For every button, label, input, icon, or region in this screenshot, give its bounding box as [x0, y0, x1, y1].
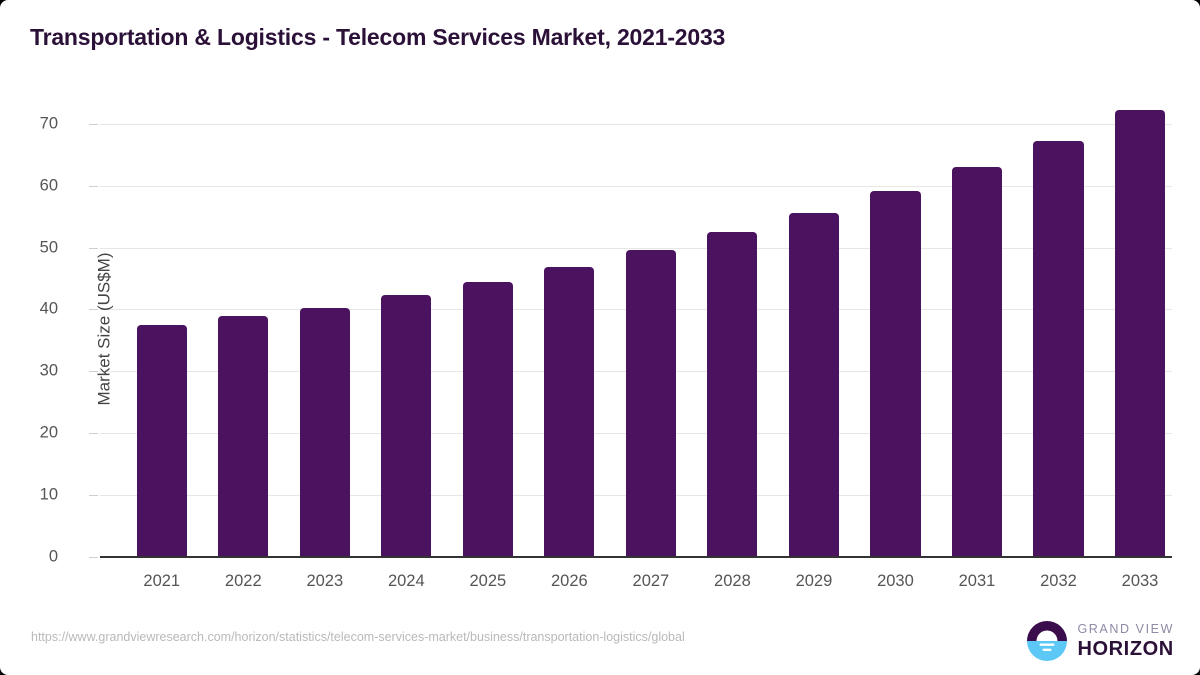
x-axis-tick-label: 2031: [958, 572, 996, 590]
y-axis-tick-mark: [89, 309, 98, 311]
x-axis-tick-label: 2033: [1121, 572, 1159, 590]
y-axis-tick-label: 50: [39, 238, 58, 256]
x-axis-tick-label: 2030: [877, 572, 914, 590]
gridline: [100, 185, 1172, 187]
gridline: [100, 247, 1172, 249]
y-axis-tick-label: 10: [39, 485, 58, 504]
x-axis-tick-label: 2028: [714, 572, 751, 590]
x-axis-tick-label: 2023: [306, 572, 344, 590]
bar[interactable]: [1033, 140, 1084, 556]
bar[interactable]: [462, 282, 513, 556]
plot-area: Market Size (US$M) 0 10 20 30 40 50 60 70 2021 20…: [40, 100, 1172, 590]
y-axis-tick-mark: [89, 247, 98, 249]
y-axis-tick-mark: [89, 123, 98, 125]
page-title: Transportation & Logistics - Telecom Ser…: [30, 24, 726, 50]
x-axis-tick-label: 2027: [632, 572, 670, 590]
y-axis-tick-label: 40: [39, 299, 58, 318]
bar[interactable]: [870, 191, 921, 556]
bar[interactable]: [707, 232, 758, 556]
y-axis-tick-label: 60: [39, 176, 58, 195]
x-axis-line: [100, 556, 1172, 558]
y-axis-tick-mark: [89, 433, 98, 435]
bar[interactable]: [299, 307, 350, 556]
y-axis-tick-label: 20: [39, 423, 58, 442]
bar[interactable]: [544, 266, 595, 556]
y-axis-tick-mark: [89, 185, 98, 187]
x-axis-tick-label: 2025: [469, 572, 507, 590]
x-axis-tick-label: 2032: [1040, 572, 1077, 590]
x-axis-tick-label: 2024: [387, 572, 425, 590]
gridline: [100, 123, 1172, 125]
y-axis-title: Market Size (US$M): [94, 251, 114, 406]
y-axis-tick-mark: [89, 557, 98, 558]
bar[interactable]: [625, 250, 676, 556]
bar[interactable]: [951, 167, 1003, 556]
x-axis-tick-label: 2022: [224, 572, 262, 590]
bar[interactable]: [1114, 109, 1166, 556]
logo-wordmark: GRAND VIEW HORIZON: [1077, 623, 1174, 659]
bar[interactable]: [381, 295, 432, 556]
x-axis-tick-label: 2029: [795, 572, 833, 590]
y-axis-tick-label: 70: [39, 114, 58, 133]
source-url[interactable]: https://www.grandviewresearch.com/horizo…: [31, 630, 685, 644]
bar-series: [100, 100, 1172, 557]
y-axis-tick-mark: [89, 371, 98, 373]
brand-logo: GRAND VIEW HORIZON: [1026, 620, 1174, 662]
x-axis-tick-label: 2026: [551, 572, 588, 590]
bar[interactable]: [788, 213, 839, 556]
bar[interactable]: [218, 316, 269, 556]
bar[interactable]: [136, 324, 187, 556]
x-axis-tick-label: 2021: [143, 572, 181, 590]
logo-bottom-text: HORIZON: [1077, 637, 1174, 660]
y-axis-tick-mark: [89, 495, 98, 497]
y-axis-tick-label: 0: [48, 547, 58, 566]
y-axis-tick-label: 30: [39, 361, 58, 380]
logo-top-text: GRAND VIEW: [1077, 622, 1174, 637]
horizon-sun-logo-icon: [1027, 621, 1068, 661]
